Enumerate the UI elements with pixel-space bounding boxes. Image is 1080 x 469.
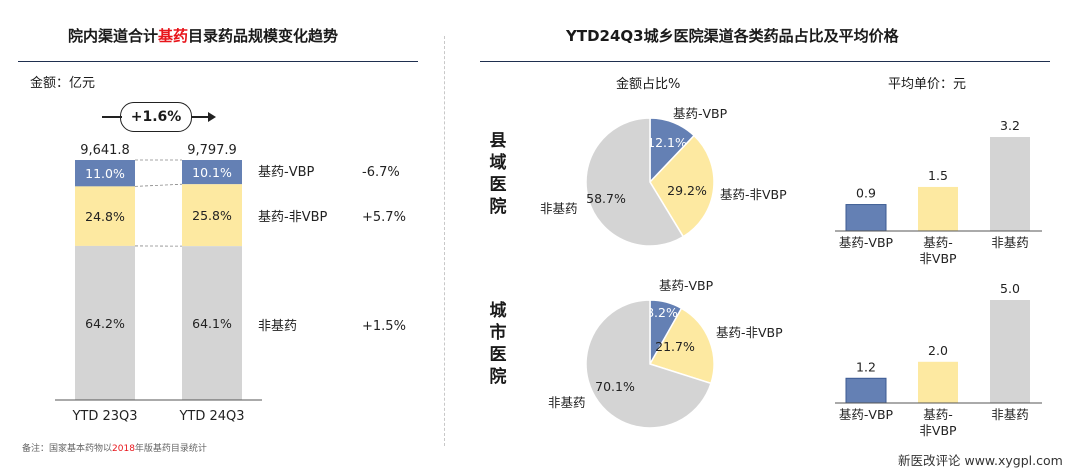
pie-value-label: 8.2% bbox=[646, 305, 678, 320]
price-bar-category: 非基药 bbox=[991, 407, 1029, 422]
pie-value-label: 70.1% bbox=[595, 379, 635, 394]
price-bar-value: 2.0 bbox=[928, 343, 948, 358]
price-bar-2 bbox=[918, 362, 958, 403]
price-bar-3 bbox=[990, 137, 1030, 231]
price-bar-1 bbox=[846, 378, 886, 403]
price-bar-category-line1: 基药- bbox=[923, 235, 953, 250]
pie-name-label: 基药-VBP bbox=[659, 278, 714, 293]
pie-name-label: 非基药 bbox=[540, 201, 578, 216]
price-bar-category: 非基药 bbox=[991, 235, 1029, 250]
pie-name-label: 非基药 bbox=[548, 395, 586, 410]
price-bar-value: 1.2 bbox=[856, 359, 876, 374]
price-bar-value: 5.0 bbox=[1000, 281, 1020, 296]
price-bar-category: 基药-VBP bbox=[839, 235, 894, 250]
pie-name-label: 基药-VBP bbox=[673, 106, 728, 121]
pie-name-label: 基药-非VBP bbox=[720, 187, 787, 202]
site-watermark: 新医改评论 www.xygpl.com bbox=[898, 450, 1063, 469]
price-bar-category: 基药-VBP bbox=[839, 407, 894, 422]
pie-value-label: 58.7% bbox=[586, 191, 626, 206]
pie-value-label: 29.2% bbox=[667, 183, 707, 198]
pie-name-label: 基药-非VBP bbox=[716, 325, 783, 340]
pie-value-label: 12.1% bbox=[647, 135, 687, 150]
price-bar-2 bbox=[918, 187, 958, 231]
price-bar-value: 1.5 bbox=[928, 168, 948, 183]
price-bar-category-line2: 非VBP bbox=[919, 251, 957, 266]
price-bar-3 bbox=[990, 300, 1030, 403]
pie-value-label: 21.7% bbox=[655, 339, 695, 354]
price-bar-value: 3.2 bbox=[1000, 118, 1020, 133]
price-bar-category-line2: 非VBP bbox=[919, 423, 957, 438]
price-bar-category-line1: 基药- bbox=[923, 407, 953, 422]
price-bar-1 bbox=[846, 205, 886, 231]
price-bar-value: 0.9 bbox=[856, 186, 876, 201]
